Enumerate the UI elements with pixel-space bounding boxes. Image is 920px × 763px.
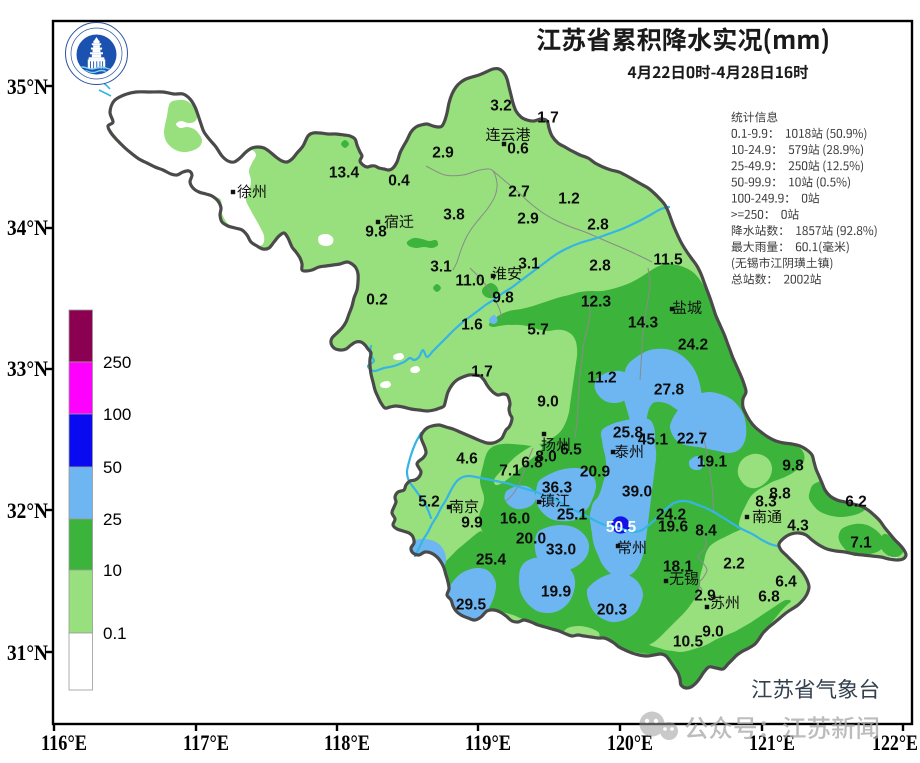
svg-text:35°N: 35°N xyxy=(7,74,48,99)
svg-text:10: 10 xyxy=(103,561,122,580)
svg-text:2.8: 2.8 xyxy=(587,217,609,234)
svg-text:118°E: 118°E xyxy=(324,730,370,755)
svg-text:11.5: 11.5 xyxy=(653,252,683,269)
svg-text:11.2: 11.2 xyxy=(587,370,616,387)
svg-text:3.8: 3.8 xyxy=(443,207,465,224)
svg-text:3.1: 3.1 xyxy=(430,259,452,276)
svg-text:8.3: 8.3 xyxy=(755,494,777,511)
svg-text:33.0: 33.0 xyxy=(546,542,576,559)
svg-text:14.3: 14.3 xyxy=(628,315,659,332)
svg-text:39.0: 39.0 xyxy=(622,484,652,501)
svg-text:1.2: 1.2 xyxy=(558,191,580,208)
svg-text:25: 25 xyxy=(103,510,122,529)
svg-text:0.2: 0.2 xyxy=(366,292,388,309)
svg-text:0.1: 0.1 xyxy=(103,624,127,643)
svg-text:9.8: 9.8 xyxy=(492,290,514,307)
svg-text:2.2: 2.2 xyxy=(723,556,745,573)
svg-text:1.6: 1.6 xyxy=(461,317,483,334)
svg-text:119°E: 119°E xyxy=(465,730,511,755)
svg-text:18.1: 18.1 xyxy=(663,559,694,576)
svg-text:8.4: 8.4 xyxy=(695,523,717,540)
svg-text:7.1: 7.1 xyxy=(850,535,872,552)
svg-text:2.9: 2.9 xyxy=(517,211,539,228)
svg-text:6.4: 6.4 xyxy=(775,574,797,591)
svg-text:19.9: 19.9 xyxy=(541,584,572,601)
svg-text:2.9: 2.9 xyxy=(432,145,454,162)
svg-text:9.0: 9.0 xyxy=(702,624,724,641)
svg-text:36.3: 36.3 xyxy=(542,480,573,497)
svg-text:5.2: 5.2 xyxy=(418,494,440,511)
svg-text:2.7: 2.7 xyxy=(508,184,530,201)
svg-text:19.1: 19.1 xyxy=(697,454,728,471)
svg-text:0.4: 0.4 xyxy=(388,173,410,190)
svg-text:25.8: 25.8 xyxy=(613,425,644,442)
svg-text:11.0: 11.0 xyxy=(455,273,484,290)
svg-text:50: 50 xyxy=(103,458,122,477)
svg-text:8.8: 8.8 xyxy=(769,486,791,503)
svg-text:22.7: 22.7 xyxy=(677,431,707,448)
svg-text:6.8: 6.8 xyxy=(521,455,543,472)
svg-text:19.6: 19.6 xyxy=(658,519,689,536)
svg-text:12.3: 12.3 xyxy=(581,294,612,311)
svg-text:50.5: 50.5 xyxy=(606,519,637,536)
svg-text:122°E: 122°E xyxy=(872,730,918,755)
svg-text:25.4: 25.4 xyxy=(476,552,507,569)
svg-text:1.7: 1.7 xyxy=(471,364,493,381)
svg-text:100: 100 xyxy=(103,405,131,424)
svg-text:9.8: 9.8 xyxy=(365,224,387,241)
svg-text:20.0: 20.0 xyxy=(516,531,546,548)
svg-text:2.9: 2.9 xyxy=(694,588,716,605)
svg-text:33°N: 33°N xyxy=(7,356,48,381)
svg-text:0.6: 0.6 xyxy=(507,141,529,158)
svg-text:25.1: 25.1 xyxy=(557,507,588,524)
svg-text:6.2: 6.2 xyxy=(845,494,867,511)
svg-text:20.9: 20.9 xyxy=(580,464,611,481)
svg-text:13.4: 13.4 xyxy=(329,165,360,182)
svg-text:8.0: 8.0 xyxy=(535,449,557,466)
svg-text:3.2: 3.2 xyxy=(490,98,512,115)
svg-text:45.1: 45.1 xyxy=(638,432,669,449)
svg-text:34°N: 34°N xyxy=(7,215,48,240)
svg-text:24.2: 24.2 xyxy=(678,337,708,354)
svg-text:4.6: 4.6 xyxy=(456,451,478,468)
svg-text:20.3: 20.3 xyxy=(597,602,628,619)
svg-text:3.1: 3.1 xyxy=(518,256,540,273)
svg-text:1.7: 1.7 xyxy=(537,110,559,127)
svg-text:9.8: 9.8 xyxy=(782,458,804,475)
svg-text:27.8: 27.8 xyxy=(654,382,685,399)
svg-text:4.3: 4.3 xyxy=(787,518,809,535)
svg-text:116°E: 116°E xyxy=(41,730,87,755)
svg-text:10.5: 10.5 xyxy=(673,634,704,651)
svg-text:31°N: 31°N xyxy=(7,640,48,665)
svg-text:24.2: 24.2 xyxy=(656,507,686,524)
svg-text:6.8: 6.8 xyxy=(758,589,780,606)
svg-text:117°E: 117°E xyxy=(183,730,229,755)
svg-text:5.7: 5.7 xyxy=(527,322,549,339)
svg-text:6.5: 6.5 xyxy=(560,442,582,459)
svg-text:9.9: 9.9 xyxy=(461,515,483,532)
svg-text:32°N: 32°N xyxy=(7,498,48,523)
svg-text:29.5: 29.5 xyxy=(456,597,487,614)
svg-text:2.8: 2.8 xyxy=(589,258,611,275)
svg-text:16.0: 16.0 xyxy=(500,511,530,528)
svg-text:7.1: 7.1 xyxy=(499,463,521,480)
svg-text:250: 250 xyxy=(103,353,131,372)
svg-text:9.0: 9.0 xyxy=(537,394,559,411)
